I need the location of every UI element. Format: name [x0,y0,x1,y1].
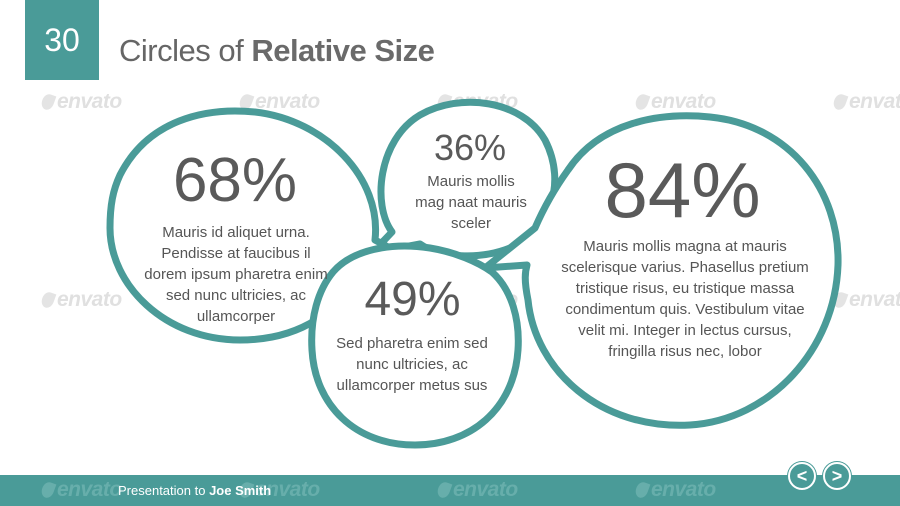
bubble-68-text: Mauris id aliquet urna. Pendisse at fauc… [144,224,328,325]
footer-prefix: Presentation to [118,483,210,498]
slide-title: Circles of Relative Size [119,33,435,69]
watermark: envato [39,478,122,502]
bubble-36-outline [368,98,559,260]
bubble-84-text: Mauris mollis magna at mauris scelerisqu… [561,238,809,360]
bubble-49-text: Sed pharetra enim sed nunc ultricies, ac… [336,335,488,394]
bubble-68-percent: 68% [172,146,298,215]
bubble-36-percent: 36% [433,127,507,168]
watermark: envato [633,478,716,502]
bubble-49-percent: 49% [364,273,461,326]
chevron-left-icon: < [796,465,808,486]
bubble-49-outline [308,242,522,449]
chevron-right-icon: > [831,465,843,486]
footer-presentation: Presentation to Joe Smith [118,483,271,498]
slide-title-regular: Circles of [119,33,252,68]
watermark: envato [435,478,518,502]
next-button[interactable]: > [823,462,851,490]
bubble-36-text: Mauris mollis mag naat mauris sceler [415,173,527,232]
watermark: envato [237,478,320,502]
bubble-84-percent: 84% [604,146,761,234]
slide-number: 30 [25,0,99,80]
prev-button[interactable]: < [788,462,816,490]
bubble-84-outline [481,112,842,429]
slide-title-bold: Relative Size [251,33,435,68]
footer-presenter-name: Joe Smith [209,483,272,498]
